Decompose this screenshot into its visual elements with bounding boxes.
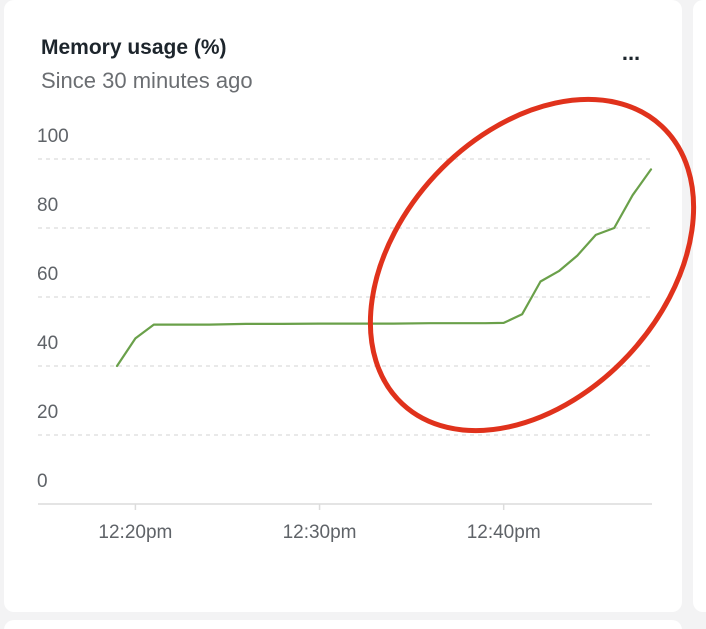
more-options-icon[interactable]: ... (614, 40, 648, 66)
memory-usage-line (115, 168, 653, 368)
y-axis-ticks: 0 20 40 60 80 100 (37, 126, 69, 492)
grid-layer (38, 158, 652, 505)
x-tick-label: 12:30pm (283, 522, 357, 543)
chart-title: Memory usage (%) (41, 36, 227, 59)
x-tick-label: 12:40pm (467, 522, 541, 543)
annotation-layer (367, 96, 697, 434)
x-tick-label: 12:20pm (98, 522, 172, 543)
x-axis-ticks: 12:20pm 12:30pm 12:40pm (98, 504, 541, 543)
adjacent-card-bottom (4, 620, 682, 629)
y-tick-label: 0 (37, 471, 48, 492)
highlight-circle (367, 96, 697, 434)
y-tick-label: 40 (37, 333, 58, 354)
series-layer (115, 168, 653, 368)
chart-subtitle: Since 30 minutes ago (41, 68, 253, 93)
y-tick-label: 100 (37, 126, 69, 147)
adjacent-card-right (693, 0, 706, 612)
y-tick-label: 20 (37, 402, 58, 423)
y-tick-label: 80 (37, 195, 58, 216)
y-tick-label: 60 (37, 264, 58, 285)
